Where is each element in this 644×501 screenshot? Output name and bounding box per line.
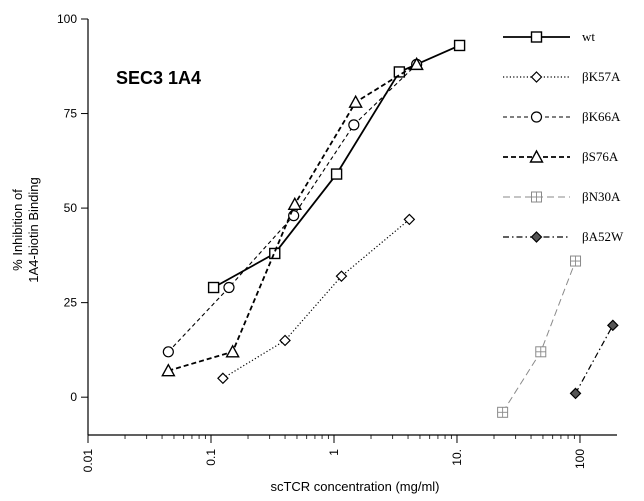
legend-entry: βK66A [503, 109, 621, 124]
legend-marker [530, 111, 543, 123]
y-tick-label: 100 [57, 12, 77, 26]
x-tick-label: 0.01 [81, 449, 95, 473]
data-point [288, 210, 300, 222]
legend-entry: βK57A [503, 69, 621, 84]
data-point [162, 346, 174, 358]
data-point [570, 255, 582, 267]
x-tick-label: 100 [573, 449, 587, 469]
legend-entry: βN30A [503, 189, 621, 204]
legend-marker [530, 31, 543, 43]
series-line [222, 218, 410, 379]
data-point [279, 334, 291, 347]
series-2 [217, 213, 416, 385]
legend: wt βK57A βK66A βS76A βN30A βA52W [503, 29, 624, 244]
legend-entry: wt [503, 29, 595, 44]
axes: 0 25 50 75 100 0.01 0.1 1 10. 100 [57, 12, 617, 472]
legend-marker [530, 71, 543, 83]
x-tick-label: 1 [327, 449, 341, 456]
data-point [269, 247, 281, 260]
legend-marker [531, 191, 542, 203]
data-point [606, 319, 619, 332]
data-point [535, 346, 547, 358]
series-4 [161, 56, 424, 377]
data-point [453, 39, 466, 52]
series-3 [162, 58, 423, 358]
data-point [330, 168, 343, 180]
data-point [409, 56, 424, 71]
data-point [497, 406, 509, 418]
data-point [161, 363, 176, 377]
legend-label: βK66A [582, 109, 621, 124]
legend-label: βS76A [582, 149, 619, 164]
series-layer [161, 39, 619, 418]
y-tick-label: 0 [70, 390, 77, 404]
x-tick-label: 0.1 [204, 449, 218, 466]
legend-marker [529, 149, 544, 163]
y-tick-label: 25 [64, 296, 78, 310]
series-6 [569, 319, 619, 400]
chart-title: SEC3 1A4 [116, 68, 201, 88]
legend-label: βN30A [582, 189, 621, 204]
x-tick-label: 10. [450, 449, 464, 466]
series-line [574, 325, 614, 394]
data-point [217, 372, 229, 385]
legend-entry: βA52W [503, 229, 624, 244]
y-axis-label-line2: 1A4-biotin Binding [26, 177, 41, 283]
legend-label: wt [582, 29, 595, 44]
series-1 [207, 39, 466, 294]
data-point [569, 387, 582, 400]
data-point [348, 119, 360, 131]
legend-label: βK57A [582, 69, 621, 84]
series-line [502, 260, 576, 413]
data-point [223, 281, 235, 294]
legend-marker [530, 231, 543, 243]
data-point [348, 94, 363, 108]
legend-entry: βS76A [503, 149, 619, 164]
x-axis-label: scTCR concentration (mg/ml) [270, 479, 439, 494]
data-point [403, 213, 416, 226]
data-point [287, 196, 302, 211]
y-tick-label: 75 [64, 107, 78, 121]
data-point [207, 281, 220, 294]
y-axis-label-line1: % Inhibition of [10, 189, 25, 271]
data-point [335, 270, 348, 283]
data-point [225, 344, 240, 358]
legend-label: βA52W [582, 229, 624, 244]
y-tick-label: 50 [64, 201, 78, 215]
series-5 [497, 255, 582, 418]
series-line [213, 44, 460, 289]
